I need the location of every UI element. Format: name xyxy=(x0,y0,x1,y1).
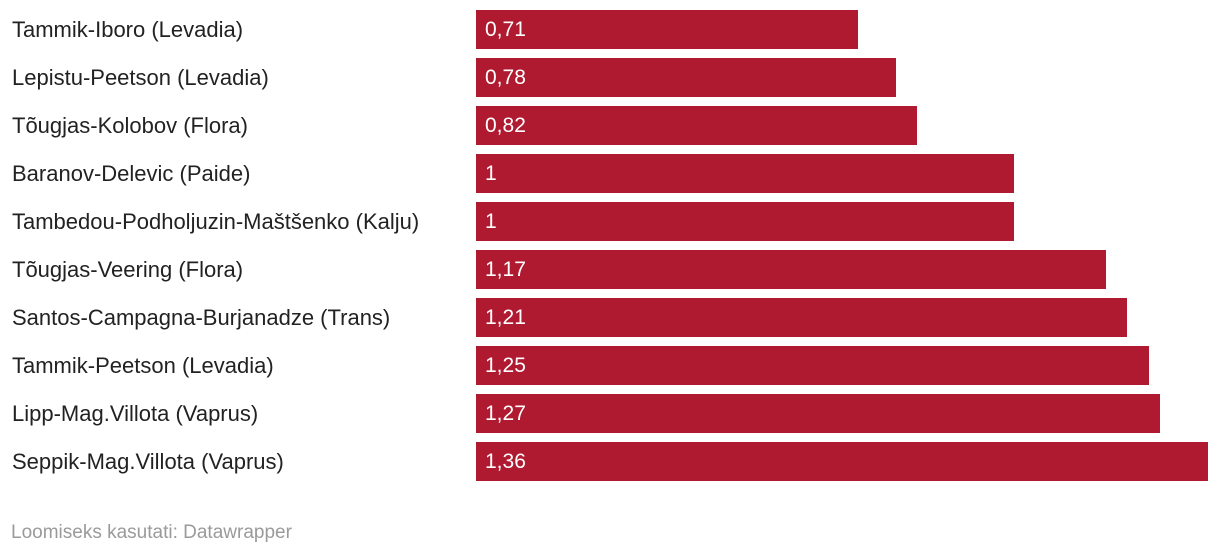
category-label: Tambedou-Podholjuzin-Maštšenko (Kalju) xyxy=(12,209,420,234)
bar-value-label: 1,21 xyxy=(485,306,526,329)
category-label: Tammik-Peetson (Levadia) xyxy=(12,353,274,378)
bar-value-label: 0,82 xyxy=(485,114,526,137)
chart-credit: Loomiseks kasutati: Datawrapper xyxy=(11,522,292,543)
bar: 1,36 xyxy=(476,442,1208,481)
bar-value-label: 1,36 xyxy=(485,450,526,473)
bar: 1,21 xyxy=(476,298,1127,337)
bar-chart: Tammik-Iboro (Levadia) 0,71 Lepistu-Peetso… xyxy=(12,10,1208,481)
bar: 0,82 xyxy=(476,106,917,145)
bar: 1,27 xyxy=(476,394,1160,433)
bar: 1 xyxy=(476,202,1014,241)
bar-value-label: 0,71 xyxy=(485,18,526,41)
bar: 0,78 xyxy=(476,58,896,97)
bar: 1,25 xyxy=(476,346,1149,385)
category-label: Santos-Campagna-Burjanadze (Trans) xyxy=(12,305,391,330)
bar-value-label: 1 xyxy=(485,210,497,233)
bar: 1 xyxy=(476,154,1014,193)
category-label: Lipp-Mag.Villota (Vaprus) xyxy=(12,401,259,426)
category-label: Tõugjas-Kolobov (Flora) xyxy=(12,113,248,138)
bar-value-label: 0,78 xyxy=(485,66,526,89)
category-label: Baranov-Delevic (Paide) xyxy=(12,161,251,186)
bar: 1,17 xyxy=(476,250,1106,289)
category-label: Seppik-Mag.Villota (Vaprus) xyxy=(12,449,284,474)
category-label: Lepistu-Peetson (Levadia) xyxy=(12,65,269,90)
bar-value-label: 1,27 xyxy=(485,402,526,425)
bar-value-label: 1,17 xyxy=(485,258,526,281)
bar: 0,71 xyxy=(476,10,858,49)
bar-value-label: 1 xyxy=(485,162,497,185)
bar-value-label: 1,25 xyxy=(485,354,526,377)
category-label: Tammik-Iboro (Levadia) xyxy=(12,17,244,42)
category-label: Tõugjas-Veering (Flora) xyxy=(12,257,244,282)
